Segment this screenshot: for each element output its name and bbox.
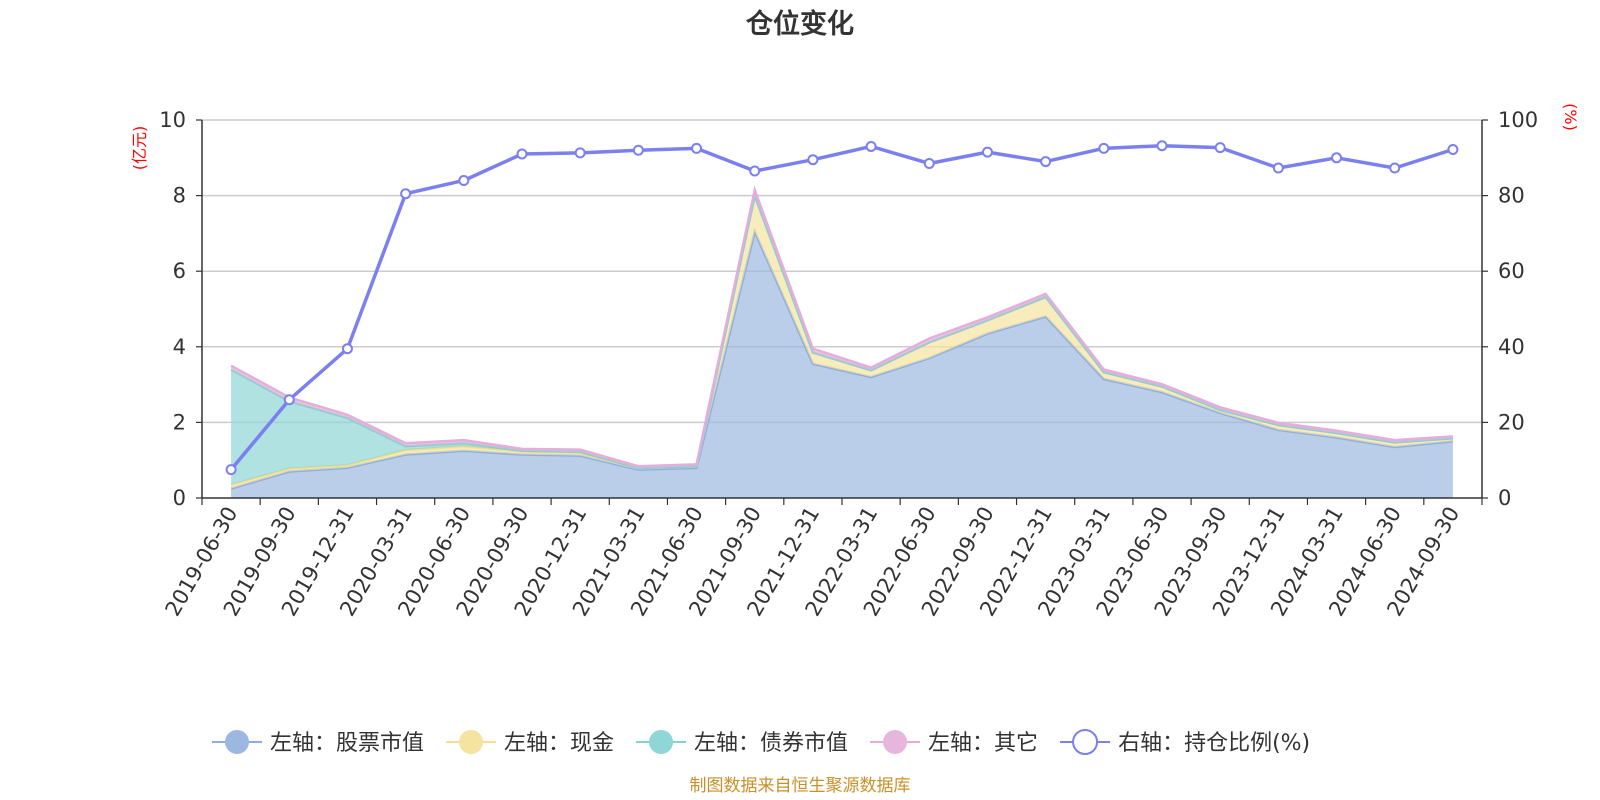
holding-ratio-point: [458, 174, 470, 186]
left-axis-tick-label: 10: [159, 108, 186, 132]
right-axis-unit: (%): [1561, 103, 1580, 131]
holding-ratio-point: [1214, 142, 1226, 154]
holding-ratio-point: [283, 394, 295, 406]
legend-item: 左轴：其它: [870, 730, 1038, 756]
holding-ratio-line: [225, 140, 1459, 476]
holding-ratio-point: [981, 146, 993, 158]
holding-ratio-point: [225, 464, 237, 476]
left-axis-tick-label: 0: [173, 486, 186, 510]
legend-label: 左轴：债券市值: [694, 731, 848, 756]
source-note: 制图数据来自恒生聚源数据库: [690, 776, 911, 796]
legend-marker: [459, 730, 484, 754]
legend-label: 左轴：股票市值: [270, 731, 424, 756]
holding-ratio-point: [574, 147, 586, 159]
holding-ratio-point: [1040, 156, 1052, 168]
holding-ratio-point: [341, 343, 353, 355]
legend-item: 右轴：持仓比例(%): [1060, 729, 1310, 756]
holding-ratio-point: [1272, 162, 1284, 174]
right-axis-tick-label: 0: [1498, 486, 1511, 510]
legend: 左轴：股票市值 左轴：现金 左轴：债券市值 左轴：其它 右轴：持仓比例(%): [212, 729, 1310, 756]
holding-ratio-point: [807, 154, 819, 166]
right-axis-tick-label: 80: [1498, 184, 1525, 208]
holding-ratio-point: [1156, 140, 1168, 152]
right-axis-tick-label: 100: [1498, 108, 1538, 132]
holding-ratio-point: [1098, 142, 1110, 154]
legend-marker: [1072, 729, 1099, 755]
area-1: [231, 231, 1453, 498]
holding-ratio-point: [516, 148, 528, 160]
holding-ratio-point: [865, 140, 877, 152]
holding-ratio-point: [400, 188, 412, 200]
left-axis-tick-label: 4: [173, 335, 186, 359]
holding-ratio-point: [749, 165, 761, 177]
holding-ratio-point: [1447, 143, 1459, 155]
legend-label: 右轴：持仓比例(%): [1118, 731, 1310, 756]
left-axis-tick-label: 8: [173, 184, 186, 208]
holding-ratio-point: [923, 157, 935, 169]
legend-item: 左轴：现金: [446, 730, 614, 756]
legend-marker: [649, 730, 674, 754]
legend-marker: [883, 730, 908, 754]
holding-ratio-point: [1389, 162, 1401, 174]
right-axis-tick-label: 60: [1498, 259, 1525, 283]
legend-label: 左轴：现金: [504, 731, 614, 756]
legend-label: 左轴：其它: [928, 731, 1038, 756]
stacked-areas: [230, 185, 1454, 498]
legend-marker: [225, 730, 249, 754]
right-axis-tick-label: 20: [1498, 410, 1525, 434]
left-axis-tick-label: 6: [173, 259, 186, 283]
legend-item: 左轴：债券市值: [636, 730, 848, 756]
legend-item: 左轴：股票市值: [212, 730, 424, 756]
left-axis-unit: (亿元): [130, 126, 149, 171]
area-top-line-4: [230, 185, 1453, 468]
left-axis-tick-label: 2: [173, 410, 186, 434]
holding-ratio-path: [229, 143, 1454, 471]
chart-title: 仓位变化: [745, 8, 854, 40]
right-axis-tick-label: 40: [1498, 335, 1525, 359]
holding-ratio-point: [632, 144, 644, 156]
holding-ratio-point: [691, 142, 703, 154]
holding-ratio-point: [1331, 152, 1343, 164]
area-3: [231, 195, 1453, 485]
